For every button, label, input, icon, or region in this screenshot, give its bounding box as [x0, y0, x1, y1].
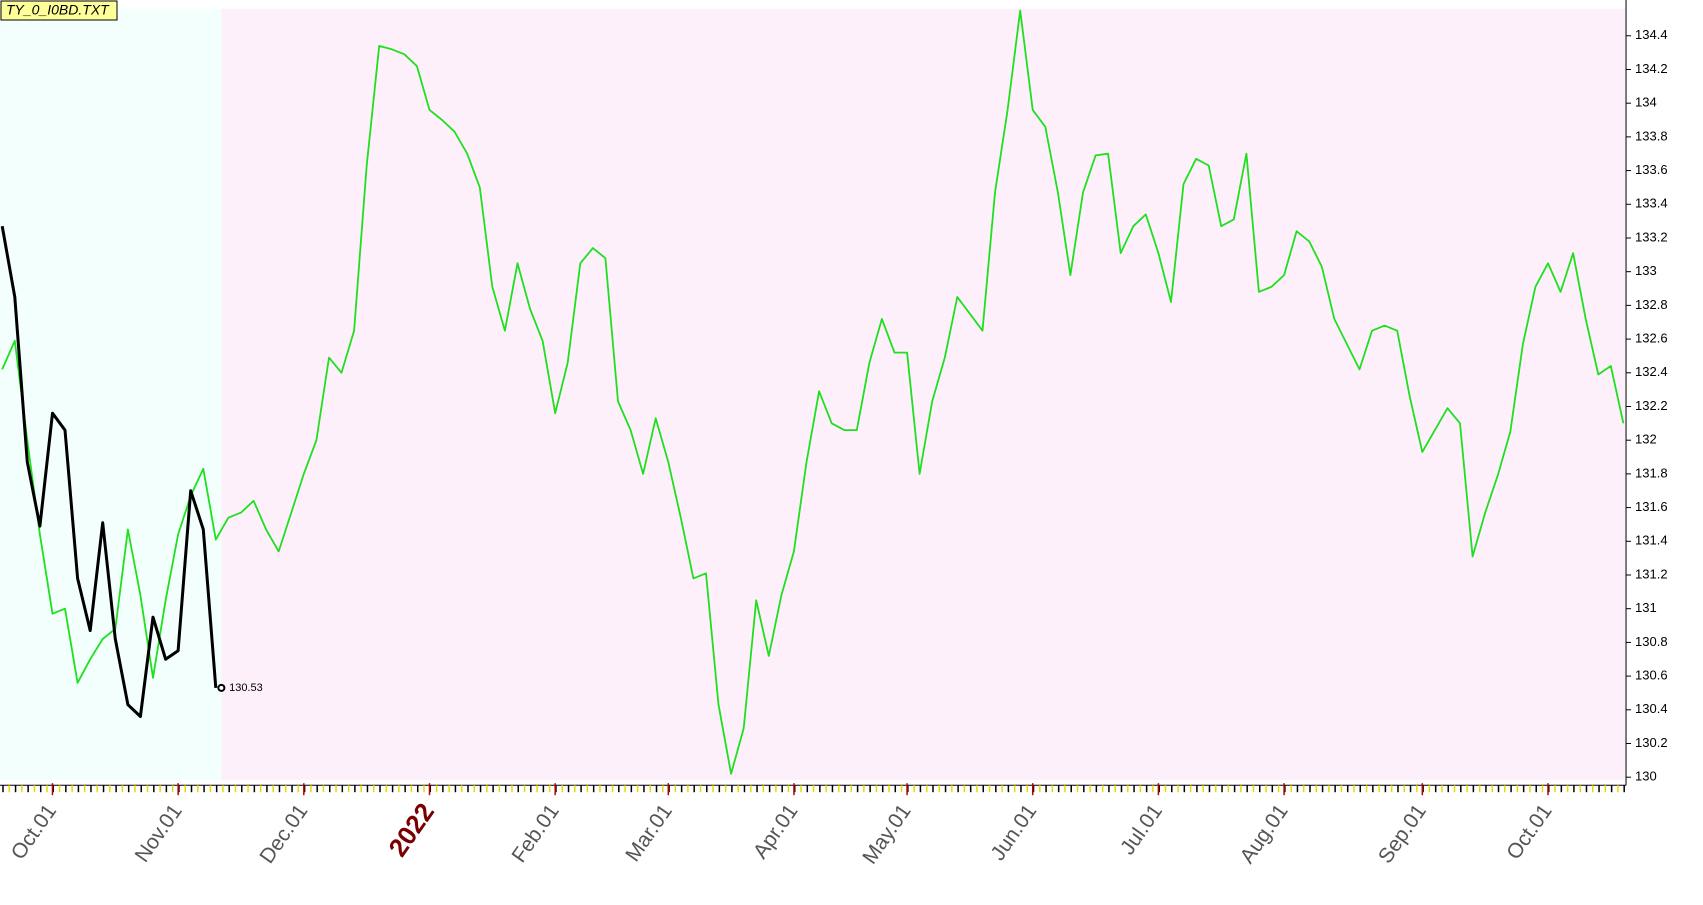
y-tick-label: 130.2	[1635, 735, 1668, 750]
y-tick-label: 132.4	[1635, 364, 1668, 379]
shade-right	[221, 8, 1627, 781]
y-tick-label: 133.6	[1635, 162, 1668, 177]
title-box	[0, 0, 118, 21]
y-tick-label: 132.8	[1635, 297, 1668, 312]
y-tick-label: 131.6	[1635, 499, 1668, 514]
y-tick-label: 130.4	[1635, 701, 1668, 716]
last-point	[217, 683, 226, 692]
y-tick-label: 133	[1635, 263, 1657, 278]
y-tick-label: 131.4	[1635, 533, 1668, 548]
last-value-label: 130.53	[229, 682, 263, 694]
y-tick-label: 132.6	[1635, 331, 1668, 346]
y-tick-label: 132	[1635, 432, 1657, 447]
series-line	[0, 225, 218, 718]
y-tick-label: 130	[1635, 769, 1657, 784]
y-tick-label: 130.6	[1635, 668, 1668, 683]
y-tick-label: 134.2	[1635, 61, 1668, 76]
series-line	[1, 9, 1625, 775]
plot-layer: 130 130.2 130.4 130.6 130.8 131 131.2 131.4 131.…	[0, 0, 1668, 868]
shade-left	[0, 8, 222, 781]
chart-title: TY_0_I0BD.TXT	[6, 2, 110, 18]
y-tick-label: 133.8	[1635, 128, 1668, 143]
y-tick-label: 134.4	[1635, 27, 1668, 42]
y-tick-label: 133.4	[1635, 196, 1668, 211]
y-tick-label: 131.2	[1635, 566, 1668, 581]
y-tick-label: 131.8	[1635, 465, 1668, 480]
y-tick-label: 133.2	[1635, 229, 1668, 244]
y-tick-label: 130.8	[1635, 634, 1668, 649]
y-tick-label: 134	[1635, 95, 1657, 110]
y-tick-label: 131	[1635, 600, 1657, 615]
y-tick-label: 132.2	[1635, 398, 1668, 413]
